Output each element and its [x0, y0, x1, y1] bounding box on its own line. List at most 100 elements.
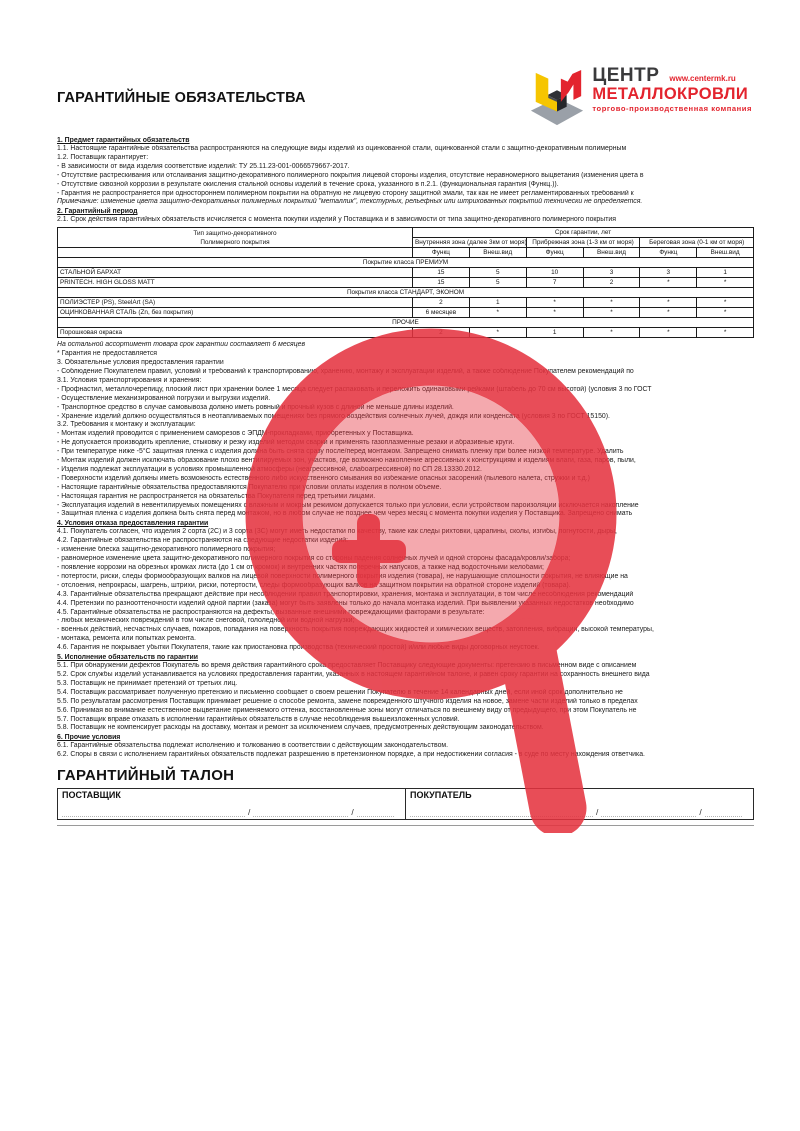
section-heading: 6. Прочие условия	[57, 734, 121, 742]
text-line: - равномерное изменение цвета защитно-де…	[57, 555, 571, 563]
table-data-row: ОЦИНКОВАННАЯ СТАЛЬ (Zn, без покрытия) 6 м…	[57, 307, 754, 319]
table-zone-row: Внутренняя зона (далее 3км от моря) Прибр…	[58, 237, 754, 249]
text-line: - Монтаж изделий проводится с применение…	[57, 430, 414, 438]
table-cell: Срок гарантии, лет	[411, 227, 755, 239]
supplier-label: ПОСТАВЩИК	[62, 790, 121, 801]
slash-separator: /	[248, 807, 251, 818]
text-line: 5.6. Принимая во внимание естественное в…	[57, 706, 637, 714]
table-cell: 5	[468, 267, 527, 279]
table-cell: ПОЛИЭСТЕР (PS), SteelArt (SA)	[57, 297, 413, 309]
table-cell: *	[696, 307, 754, 319]
table-group-row: Покрытие класса ПРЕМИУМ	[57, 257, 754, 269]
section-heading: 2. Гарантийный период	[57, 208, 138, 216]
table-cell: Покрытие класса ПРЕМИУМ	[57, 257, 754, 269]
text-line: 3. Обязательные условия предоставления г…	[57, 359, 224, 367]
text-line: - Изделия подлежат эксплуатации в услови…	[57, 465, 482, 473]
text-line: 5.7. Поставщик вправе отказать в исполне…	[57, 715, 460, 723]
text-line: 2.1. Срок действия гарантийных обязатель…	[57, 216, 616, 224]
table-cell: Береговая зона (0-1 км от моря)	[639, 237, 754, 249]
table-header-row: Тип защитно-декоративного Полимерного пок…	[57, 227, 755, 249]
table-cell: *	[525, 297, 584, 309]
table-cell: *	[696, 327, 754, 339]
text-line: 5.1. При обнаружении дефектов Покупатель…	[57, 662, 637, 670]
logo-line-metal: МЕТАЛЛОКРОВЛИ	[592, 85, 749, 103]
text-line: - появление коррозии на обрезных кромках…	[57, 564, 544, 571]
table-data-row: Порошковая окраска 2 * 1 * * *	[57, 327, 754, 339]
text-line: * Гарантия не предоставляется	[57, 350, 158, 358]
text-line: 5.4. Поставщик рассматривает полученную …	[57, 688, 623, 696]
text-line: - отслоения, непрокрасы, шагрень, штрихи…	[57, 581, 571, 589]
text-line: 4.1. Покупатель согласен, что изделия 2 …	[57, 528, 617, 536]
text-line: - Поверхности изделий должны иметь возмо…	[57, 474, 590, 482]
table-cell: ОЦИНКОВАННАЯ СТАЛЬ (Zn, без покрытия)	[57, 307, 413, 319]
warranty-coupon: ГАРАНТИЙНЫЙ ТАЛОН ПОСТАВЩИК / / ПОКУПАТЕ…	[57, 767, 754, 827]
logo-line-center: ЦЕНТР	[592, 65, 660, 86]
sections-after-table: На остальной ассортимент товара срок гар…	[57, 341, 754, 760]
table-cell: 15	[411, 277, 470, 289]
table-cell: 10	[525, 267, 584, 279]
table-cell: *	[582, 327, 641, 339]
text-line: - Монтаж изделий должен исключать образо…	[57, 457, 636, 465]
supplier-signature-row: / /	[62, 800, 401, 818]
text-line: - Осуществление механизированной погрузк…	[57, 394, 271, 402]
text-line: - монтажа, ремонта или попытках ремонта.	[57, 635, 196, 643]
table-cell: Внеш.вид	[696, 247, 754, 259]
table-cell: ПРОЧИЕ	[57, 317, 754, 329]
text-line: 3.2. Требования к монтажу и эксплуатации…	[57, 421, 196, 429]
table-group-row: Покрытия класса СТАНДАРТ, ЭКОНОМ	[57, 287, 754, 299]
table-subcol-row: Функц Внеш.вид Функц Внеш.вид Функц Внеш.вид	[57, 247, 754, 259]
table-cell: *	[582, 297, 641, 309]
table-cell: *	[525, 307, 584, 319]
text-line: 4.5. Гарантийные обязательства не распро…	[57, 608, 485, 616]
table-cell: Покрытия класса СТАНДАРТ, ЭКОНОМ	[57, 287, 754, 299]
section-heading: 1. Предмет гарантийных обязательств	[57, 137, 190, 144]
table-cell: 5	[468, 277, 527, 289]
table-cell: 2	[411, 297, 470, 309]
text-line: 5.2. Срок службы изделий устанавливается…	[57, 670, 650, 678]
text-line: - Не допускается производить крепление, …	[57, 439, 515, 447]
table-cell: Функц	[525, 247, 584, 259]
logo-cube-icon	[528, 66, 586, 135]
text-line: 6.1. Гарантийные обязательства подлежат …	[57, 742, 449, 750]
text-line: 5.8. Поставщик не компенсирует расходы н…	[57, 724, 544, 732]
table-cell: 15	[411, 267, 470, 279]
slash-separator: /	[699, 807, 702, 818]
signature-blank	[356, 804, 394, 818]
table-cell: 3	[639, 267, 698, 279]
slash-separator: /	[351, 807, 354, 818]
text-line: - При температуре ниже -5°С защитная пле…	[57, 448, 624, 456]
section-heading: 4. Условия отказа предоставления гаранти…	[57, 520, 209, 528]
table-cell: Порошковая окраска	[57, 327, 413, 339]
buyer-column: ПОКУПАТЕЛЬ / /	[405, 789, 753, 820]
table-data-row: PRINTECH. HIGH GLOSS MATT 15 5 7 2 * *	[57, 277, 754, 289]
text-line: 1.1. Настоящие гарантийные обязательства…	[57, 145, 627, 152]
table-cell: 2	[411, 327, 470, 339]
table-cell: *	[639, 307, 698, 319]
table-cell: Функц	[411, 247, 470, 259]
page-title: ГАРАНТИЙНЫЕ ОБЯЗАТЕЛЬСТВА	[57, 90, 306, 106]
table-cell: *	[639, 297, 698, 309]
text-line: - Гарантия не распространяется при однос…	[57, 189, 634, 197]
slash-separator: /	[596, 807, 599, 818]
table-cell: Тип защитно-декоративного Полимерного пок…	[57, 227, 413, 249]
text-line: 3.1. Условия транспортирования и хранени…	[57, 376, 202, 384]
buyer-signature-row: / /	[410, 800, 749, 818]
logo-text: ЦЕНТР www.centermk.ru МЕТАЛЛОКРОВЛИ торг…	[592, 66, 752, 112]
text-line: - военных действий, несчастных случаев, …	[57, 626, 654, 634]
signature-blank	[410, 804, 594, 818]
signature-blank	[62, 804, 246, 818]
table-cell: *	[639, 327, 698, 339]
company-logo: ЦЕНТР www.centermk.ru МЕТАЛЛОКРОВЛИ торг…	[528, 66, 752, 135]
section-heading: 5. Исполнение обязательств по гарантии	[57, 654, 198, 662]
table-cell: 2	[582, 277, 641, 289]
text-line: - Настоящая гарантия не распространяется…	[57, 492, 376, 500]
table-cell: *	[639, 277, 698, 289]
logo-tagline: торгово-производственная компания	[592, 103, 752, 113]
table-cell: 1	[468, 297, 527, 309]
text-line: 5.5. По результатам рассмотрения Поставщ…	[57, 697, 638, 705]
table-cell: *	[696, 277, 754, 289]
table-cell: 6 месяцев	[411, 307, 470, 319]
table-data-row: ПОЛИЭСТЕР (PS), SteelArt (SA) 2 1 * * * *	[57, 297, 754, 309]
table-cell: Внеш.вид	[582, 247, 641, 259]
text-line: - Отсутствие растрескивания или отслаива…	[57, 171, 644, 179]
